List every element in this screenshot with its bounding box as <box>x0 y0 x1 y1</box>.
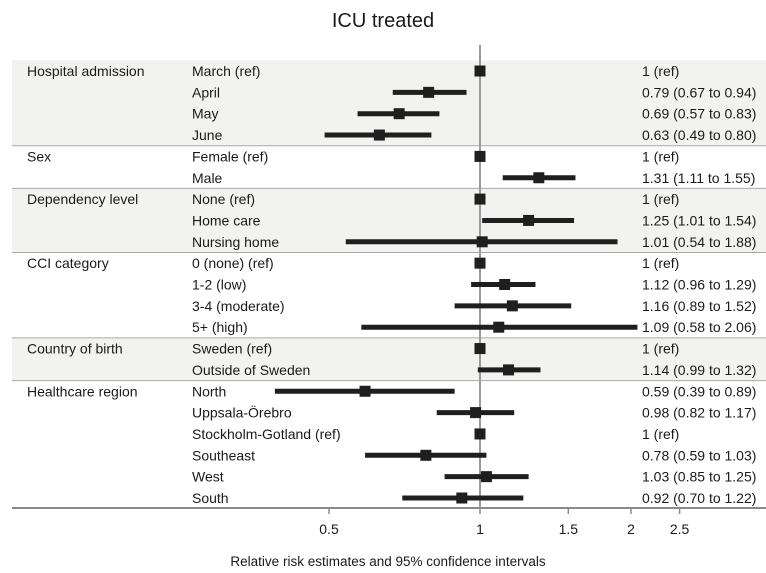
row-label: June <box>192 127 223 143</box>
estimate-marker <box>523 214 535 226</box>
estimate-marker <box>373 129 385 141</box>
estimate-marker <box>423 86 435 98</box>
row-label: 0 (none) (ref) <box>192 255 274 271</box>
x-tick-label: 2.5 <box>670 521 690 537</box>
row-label: April <box>192 84 220 100</box>
estimate-text: 0.79 (0.67 to 0.94) <box>642 84 756 100</box>
estimate-marker <box>456 492 468 504</box>
row-label: Female (ref) <box>192 148 268 164</box>
x-axis-label: Relative risk estimates and 95% confiden… <box>230 554 545 569</box>
estimate-marker <box>493 321 505 333</box>
group-separators <box>12 145 766 382</box>
row-label: 5+ (high) <box>192 319 248 335</box>
group-band <box>12 60 766 146</box>
estimate-marker <box>393 108 405 120</box>
row-label: Sweden (ref) <box>192 341 272 357</box>
row-label: Outside of Sweden <box>192 362 310 378</box>
row-label: Home care <box>192 212 261 228</box>
estimate-text: 1 (ref) <box>642 255 679 271</box>
x-tick-label: 0.5 <box>319 521 339 537</box>
estimate-marker <box>420 449 432 461</box>
group-name: Country of birth <box>27 341 123 357</box>
estimate-marker <box>474 150 486 162</box>
row-label: Nursing home <box>192 234 279 250</box>
x-tick-label: 1.5 <box>559 521 579 537</box>
x-tick-label: 1 <box>476 521 484 537</box>
estimate-text: 1.25 (1.01 to 1.54) <box>642 212 756 228</box>
estimate-marker <box>533 172 545 184</box>
estimate-text: 1 (ref) <box>642 191 679 207</box>
row-label: 1-2 (low) <box>192 277 246 293</box>
estimate-text: 0.69 (0.57 to 0.83) <box>642 106 756 122</box>
estimate-text: 0.98 (0.82 to 1.17) <box>642 405 756 421</box>
row-label: South <box>192 490 229 506</box>
estimate-text: 0.59 (0.39 to 0.89) <box>642 383 756 399</box>
point-estimates <box>359 65 545 504</box>
group-name: Healthcare region <box>27 383 138 399</box>
row-label: May <box>192 106 218 122</box>
estimate-text: 1.16 (0.89 to 1.52) <box>642 298 756 314</box>
group-name: Sex <box>27 148 51 164</box>
row-label: None (ref) <box>192 191 255 207</box>
group-name: Hospital admission <box>27 63 145 79</box>
group-name: CCI category <box>27 255 109 271</box>
estimate-text: 1 (ref) <box>642 148 679 164</box>
row-label: Southeast <box>192 447 255 463</box>
estimate-marker <box>474 428 486 440</box>
x-tick-label: 2 <box>627 521 635 537</box>
estimate-text: 0.63 (0.49 to 0.80) <box>642 127 756 143</box>
row-label: West <box>192 469 224 485</box>
estimate-text: 1.14 (0.99 to 1.32) <box>642 362 756 378</box>
estimate-marker <box>474 193 486 205</box>
row-labels: Hospital admission March (ref) 1 (ref) Apri… <box>27 63 756 506</box>
group-band <box>12 337 766 381</box>
estimate-marker <box>474 343 486 355</box>
estimate-marker <box>474 65 486 77</box>
estimate-text: 1 (ref) <box>642 341 679 357</box>
x-axis: 0.5 1 1.5 2 2.5 <box>12 507 766 537</box>
row-label: 3-4 (moderate) <box>192 298 285 314</box>
estimate-marker <box>499 279 511 290</box>
estimate-marker <box>476 236 488 248</box>
row-label: Stockholm-Gotland (ref) <box>192 426 341 442</box>
estimate-text: 1.01 (0.54 to 1.88) <box>642 234 756 250</box>
estimate-text: 1.12 (0.96 to 1.29) <box>642 277 756 293</box>
estimate-text: 1.03 (0.85 to 1.25) <box>642 469 756 485</box>
estimate-text: 0.92 (0.70 to 1.22) <box>642 490 756 506</box>
row-label: March (ref) <box>192 63 260 79</box>
estimate-marker <box>470 407 482 419</box>
estimate-text: 0.78 (0.59 to 1.03) <box>642 447 756 463</box>
estimate-text: 1.09 (0.58 to 2.06) <box>642 319 756 335</box>
estimate-marker <box>503 364 515 376</box>
estimate-text: 1 (ref) <box>642 426 679 442</box>
row-label: Uppsala-Örebro <box>192 404 292 421</box>
chart-title: ICU treated <box>332 10 434 32</box>
estimate-marker <box>506 300 518 312</box>
row-label: North <box>192 383 226 399</box>
estimate-text: 1.31 (1.11 to 1.55) <box>642 170 755 186</box>
estimate-marker <box>359 385 371 397</box>
group-name: Dependency level <box>27 191 138 207</box>
group-bands <box>12 60 766 381</box>
estimate-marker <box>474 257 486 269</box>
estimate-marker <box>480 471 492 483</box>
estimate-text: 1 (ref) <box>642 63 679 79</box>
row-label: Male <box>192 170 223 186</box>
